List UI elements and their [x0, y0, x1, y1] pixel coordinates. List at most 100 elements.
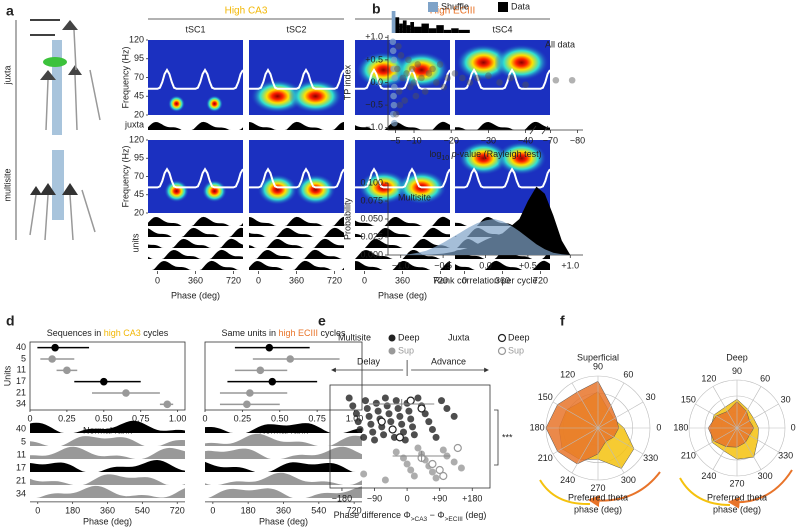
point	[374, 407, 382, 415]
point	[367, 420, 375, 428]
point	[459, 74, 466, 82]
polar-spoke	[597, 401, 644, 429]
x-tick-label: 720	[433, 275, 448, 285]
y-tick-label: 45	[134, 189, 144, 199]
point	[345, 394, 353, 402]
point	[380, 431, 388, 439]
polar-spoke	[597, 427, 625, 474]
label: log10 p-value (Rayleigh test)	[429, 149, 541, 162]
point	[429, 65, 436, 73]
spectrogram-blob	[202, 179, 227, 203]
point	[485, 72, 492, 80]
label-part: − Φ	[427, 510, 444, 520]
x-tick-label: −30	[481, 135, 496, 145]
angle-label: 210	[681, 450, 696, 460]
x-tick-label: +90	[432, 493, 447, 503]
point	[568, 76, 576, 84]
y-axis-label: Units	[2, 365, 12, 386]
point	[405, 407, 413, 415]
point	[496, 79, 503, 86]
x-tick-label: 360	[276, 505, 291, 515]
x-tick-label: 360	[188, 275, 203, 285]
spectrogram-blob	[456, 44, 511, 81]
y-tick-label: 70	[134, 171, 144, 181]
point	[392, 448, 400, 456]
spectrogram	[148, 140, 243, 213]
point	[385, 410, 393, 418]
point	[443, 405, 451, 412]
polar-spoke	[597, 427, 644, 455]
polar-spoke	[571, 427, 599, 474]
label-part: log	[429, 149, 441, 159]
point	[390, 101, 398, 109]
x-tick-label: 540	[311, 505, 326, 515]
histogram-bar	[414, 26, 422, 33]
area	[400, 219, 571, 255]
y-tick-label: 120	[129, 134, 144, 144]
x-tick-label: −40	[518, 135, 533, 145]
angle-label: 0	[791, 422, 796, 432]
spectrogram	[148, 40, 243, 115]
mean-line	[249, 167, 345, 189]
point	[410, 431, 418, 439]
x-tick-label: +180	[462, 493, 482, 503]
y-tick-label: +1.0	[365, 32, 383, 42]
angle-label: 60	[623, 370, 633, 380]
point	[51, 343, 59, 352]
polar-spoke	[597, 382, 625, 429]
polar-spoke	[571, 382, 599, 429]
point	[387, 418, 395, 426]
point	[256, 366, 265, 375]
label-part: -value (Rayleigh test)	[457, 149, 542, 159]
y-tick-label: 21	[16, 387, 26, 397]
plot-frame	[29, 341, 186, 411]
x-tick-label: 360	[395, 275, 410, 285]
point	[432, 433, 440, 441]
x-tick-label: −1.0	[392, 260, 410, 270]
x-tick-label: −5	[390, 135, 400, 145]
point	[356, 426, 364, 433]
angle-label: 60	[760, 374, 770, 384]
x-tick-label: 720	[170, 505, 185, 515]
units-label: units	[130, 233, 140, 253]
legend-swatch	[498, 2, 508, 12]
point	[440, 83, 448, 91]
polar-spoke	[695, 403, 738, 429]
y-tick-label: −1.0	[365, 122, 383, 132]
panel-letter: a	[6, 3, 14, 19]
polar-spoke	[736, 427, 779, 453]
unit-trace	[148, 249, 243, 259]
group-label: High ECIII	[430, 6, 476, 17]
angle-label: 120	[560, 370, 575, 380]
row-label: 34	[16, 488, 26, 498]
legend-label: Data	[511, 1, 530, 11]
y-tick-label: 0.075	[360, 195, 383, 205]
spectrogram-blob	[206, 95, 223, 113]
point	[372, 399, 380, 407]
point	[363, 405, 371, 412]
point	[365, 412, 373, 420]
point	[394, 405, 402, 412]
label-part: high CA3	[104, 328, 141, 338]
point	[435, 465, 444, 475]
point	[466, 79, 474, 86]
angle-label: 180	[673, 422, 688, 432]
point	[377, 417, 386, 426]
x-tick-label: −0.5	[434, 260, 452, 270]
spectrogram-blob	[288, 79, 343, 114]
angle-label: 210	[538, 453, 553, 463]
x-tick-label: 360	[100, 505, 115, 515]
y-tick-label: 45	[134, 91, 144, 101]
point	[390, 65, 397, 73]
point	[409, 423, 417, 431]
x-tick-label: 0.75	[132, 413, 150, 423]
arrow-label: Advance	[431, 356, 466, 366]
histogram-bar	[443, 29, 452, 33]
point	[450, 458, 458, 466]
y-tick-label: 0.000	[360, 249, 383, 259]
angle-label: 30	[646, 392, 656, 402]
point	[414, 394, 422, 402]
label-part: 10	[441, 155, 449, 162]
y-tick-label: 0.025	[360, 231, 383, 241]
